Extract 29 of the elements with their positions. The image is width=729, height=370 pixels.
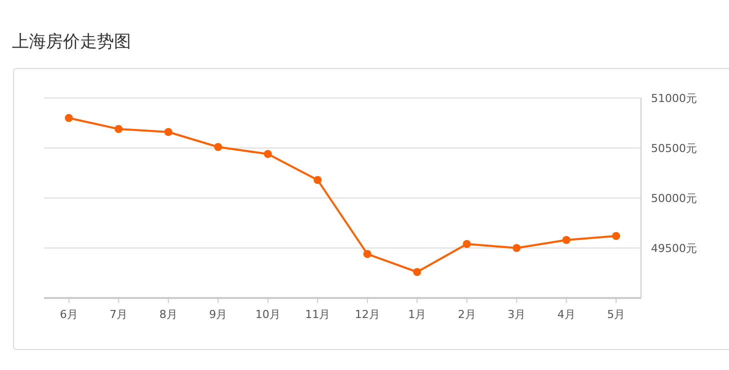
x-tick-label: 2月 xyxy=(458,308,476,321)
chart-title: 上海房价走势图 xyxy=(12,32,131,52)
y-tick-label: 49500元 xyxy=(651,242,697,255)
point xyxy=(363,250,372,258)
y-tick-label: 50000元 xyxy=(651,192,697,205)
point xyxy=(164,128,172,136)
point xyxy=(413,268,422,276)
x-tick-label: 11月 xyxy=(305,308,330,321)
point xyxy=(114,125,123,133)
point xyxy=(562,236,570,244)
y-tick-label: 51000元 xyxy=(651,92,697,105)
y-tick-label: 50500元 xyxy=(651,142,697,155)
point xyxy=(264,150,272,158)
x-tick-label: 10月 xyxy=(255,308,280,321)
point xyxy=(512,244,521,252)
x-tick-label: 9月 xyxy=(209,308,228,321)
point xyxy=(64,114,73,122)
point xyxy=(214,143,222,151)
point xyxy=(462,240,471,248)
point xyxy=(314,176,322,184)
x-tick-label: 1月 xyxy=(408,308,426,321)
x-tick-label: 8月 xyxy=(159,308,178,321)
x-tick-label: 6月 xyxy=(60,308,78,321)
x-tick-label: 7月 xyxy=(110,308,128,321)
x-tick-label: 12月 xyxy=(354,308,380,321)
point xyxy=(612,232,620,240)
x-tick-label: 4月 xyxy=(557,308,576,321)
x-tick-label: 5月 xyxy=(607,308,626,321)
x-tick-label: 3月 xyxy=(508,308,526,321)
